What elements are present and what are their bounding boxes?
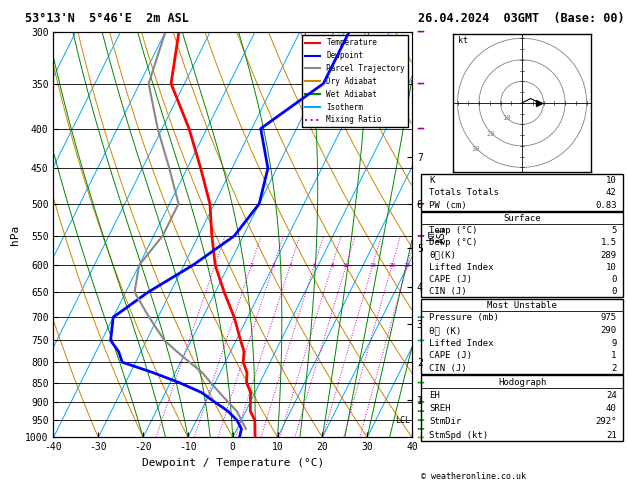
Text: kt: kt [457, 35, 467, 45]
Text: 10: 10 [342, 263, 350, 268]
Text: CAPE (J): CAPE (J) [430, 351, 472, 360]
Text: 1.5: 1.5 [601, 239, 616, 247]
Text: 1: 1 [213, 263, 217, 268]
Text: Temp (°C): Temp (°C) [430, 226, 478, 235]
Text: θᴇ(K): θᴇ(K) [430, 251, 457, 260]
Text: PW (cm): PW (cm) [430, 201, 467, 209]
Text: 42: 42 [606, 189, 616, 197]
Text: 0: 0 [611, 275, 616, 284]
Text: Dewp (°C): Dewp (°C) [430, 239, 478, 247]
Text: Lifted Index: Lifted Index [430, 339, 494, 347]
Text: CIN (J): CIN (J) [430, 287, 467, 296]
X-axis label: Dewpoint / Temperature (°C): Dewpoint / Temperature (°C) [142, 458, 324, 468]
Text: 10: 10 [503, 115, 511, 122]
Legend: Temperature, Dewpoint, Parcel Trajectory, Dry Adiabat, Wet Adiabat, Isotherm, Mi: Temperature, Dewpoint, Parcel Trajectory… [302, 35, 408, 127]
Text: SREH: SREH [430, 404, 451, 413]
Text: 290: 290 [601, 326, 616, 335]
Text: Hodograph: Hodograph [498, 378, 546, 387]
Text: 40: 40 [606, 404, 616, 413]
Y-axis label: hPa: hPa [9, 225, 19, 244]
Text: 9: 9 [611, 339, 616, 347]
Text: 53°13'N  5°46'E  2m ASL: 53°13'N 5°46'E 2m ASL [25, 12, 189, 25]
Text: CAPE (J): CAPE (J) [430, 275, 472, 284]
Text: 24: 24 [606, 391, 616, 400]
Text: 10: 10 [606, 176, 616, 185]
Text: 30: 30 [471, 146, 480, 152]
Text: 25: 25 [404, 263, 411, 268]
Text: K: K [430, 176, 435, 185]
Text: CIN (J): CIN (J) [430, 364, 467, 373]
Text: © weatheronline.co.uk: © weatheronline.co.uk [421, 472, 526, 481]
Text: EH: EH [430, 391, 440, 400]
Text: 5: 5 [611, 226, 616, 235]
Text: 975: 975 [601, 313, 616, 323]
Text: 0.83: 0.83 [595, 201, 616, 209]
Text: 1: 1 [611, 351, 616, 360]
Text: 15: 15 [369, 263, 376, 268]
Text: Most Unstable: Most Unstable [487, 301, 557, 310]
Text: Totals Totals: Totals Totals [430, 189, 499, 197]
Text: 20: 20 [388, 263, 396, 268]
Text: 3: 3 [272, 263, 276, 268]
Text: 292°: 292° [595, 417, 616, 426]
Text: 2: 2 [249, 263, 253, 268]
Text: 2: 2 [611, 364, 616, 373]
Text: 8: 8 [330, 263, 334, 268]
Text: LCL: LCL [395, 416, 409, 425]
Text: 26.04.2024  03GMT  (Base: 00): 26.04.2024 03GMT (Base: 00) [418, 12, 625, 25]
Text: 0: 0 [611, 287, 616, 296]
Text: 20: 20 [487, 131, 496, 137]
Text: Surface: Surface [503, 214, 541, 223]
Text: StmDir: StmDir [430, 417, 462, 426]
Text: 10: 10 [606, 263, 616, 272]
Text: Lifted Index: Lifted Index [430, 263, 494, 272]
Text: 21: 21 [606, 431, 616, 439]
Text: Pressure (mb): Pressure (mb) [430, 313, 499, 323]
Text: 6: 6 [313, 263, 316, 268]
Text: StmSpd (kt): StmSpd (kt) [430, 431, 489, 439]
Text: 4: 4 [288, 263, 292, 268]
Text: 289: 289 [601, 251, 616, 260]
Y-axis label: km
ASL: km ASL [425, 226, 447, 243]
Text: θᴇ (K): θᴇ (K) [430, 326, 462, 335]
